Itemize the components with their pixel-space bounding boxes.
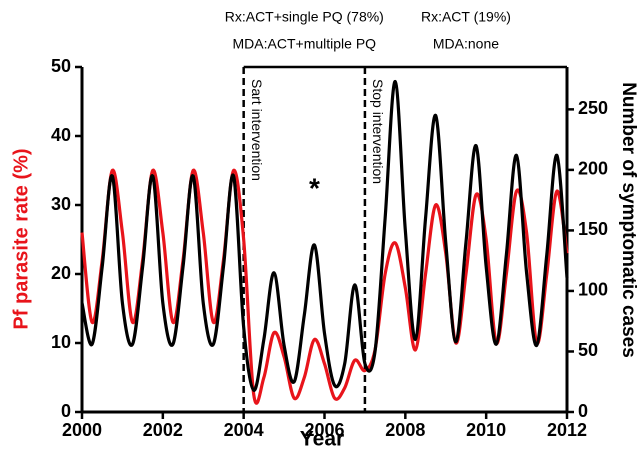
- intervention-label: Sart intervention: [249, 79, 265, 181]
- series-line: [80, 168, 569, 405]
- regimen-text: Rx:ACT+single PQ (78%): [225, 9, 384, 25]
- x-tick-label: 2000: [62, 420, 102, 440]
- y-tick-label: 10: [51, 332, 71, 352]
- x-tick-label: 2010: [466, 420, 506, 440]
- y-tick-label: 50: [51, 56, 71, 76]
- x-tick-label: 2002: [143, 420, 183, 440]
- y2-tick-label: 200: [578, 159, 608, 179]
- x-axis-title: Year: [300, 428, 344, 451]
- y-axis-title: Pf parasite rate (%): [10, 148, 32, 329]
- y-tick-label: 0: [61, 401, 71, 421]
- regimen-text: Rx:ACT (19%): [421, 9, 511, 25]
- y2-tick-label: 0: [578, 401, 588, 421]
- y2-tick-label: 100: [578, 280, 608, 300]
- regimen-text: MDA:none: [433, 36, 499, 52]
- x-tick-label: 2004: [224, 420, 264, 440]
- y-tick-label: 20: [51, 263, 71, 283]
- intervention-label: Stop intervention: [370, 79, 386, 184]
- marker: *: [309, 172, 320, 203]
- y2-axis-title: Number of symptomatic cases: [618, 82, 639, 358]
- y2-tick-label: 150: [578, 219, 608, 239]
- y-tick-label: 30: [51, 194, 71, 214]
- y-tick-label: 40: [51, 125, 71, 145]
- x-tick-label: 2012: [547, 420, 587, 440]
- y2-tick-label: 50: [578, 340, 598, 360]
- x-tick-label: 2008: [385, 420, 425, 440]
- x-tick-label: 2006: [304, 420, 344, 440]
- y2-tick-label: 250: [578, 98, 608, 118]
- regimen-text: MDA:ACT+multiple PQ: [233, 36, 377, 52]
- series-line: [80, 79, 569, 392]
